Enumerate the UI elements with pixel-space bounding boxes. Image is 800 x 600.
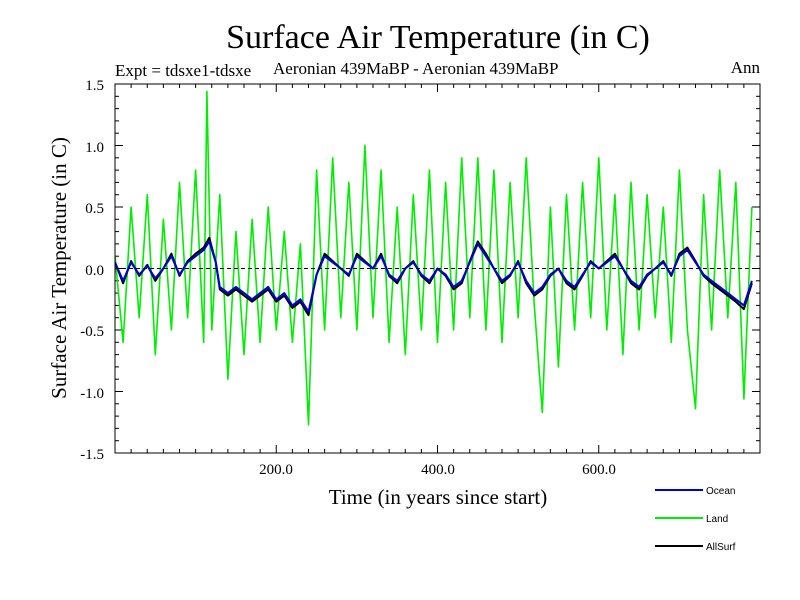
y-tick-label: 0.0 bbox=[85, 263, 104, 279]
chart-title: Surface Air Temperature (in C) bbox=[226, 19, 650, 56]
y-tick-label: 1.5 bbox=[85, 78, 104, 94]
season-label: Ann bbox=[731, 58, 761, 77]
x-tick-label: 200.0 bbox=[259, 462, 293, 478]
y-tick-label: -1.0 bbox=[80, 386, 104, 402]
y-tick-labels: 1.5 1.0 0.5 0.0 -0.5 -1.0 -1.5 bbox=[80, 78, 104, 463]
x-tick-label: 400.0 bbox=[421, 462, 455, 478]
plot-frame bbox=[114, 83, 761, 454]
series-line-ocean bbox=[115, 240, 753, 313]
series-layer bbox=[115, 90, 753, 426]
y-tick-label: 1.0 bbox=[85, 140, 104, 156]
series-line-land bbox=[115, 90, 753, 426]
legend: Ocean Land AllSurf bbox=[655, 486, 736, 553]
y-tick-label: -0.5 bbox=[80, 324, 104, 340]
legend-label-ocean: Ocean bbox=[706, 486, 735, 497]
legend-label-land: Land bbox=[706, 514, 728, 525]
x-tick-labels: 200.0 400.0 600.0 bbox=[259, 462, 616, 478]
y-axis-label: Surface Air Temperature (in C) bbox=[47, 137, 71, 399]
legend-label-allsurf: AllSurf bbox=[706, 542, 736, 553]
y-tick-label: -1.5 bbox=[80, 447, 104, 463]
expt-label: Expt = tdsxe1-tdsxe bbox=[115, 61, 251, 80]
x-tick-label: 600.0 bbox=[582, 462, 616, 478]
period-label: Aeronian 439MaBP - Aeronian 439MaBP bbox=[273, 59, 559, 78]
x-axis-label: Time (in years since start) bbox=[329, 485, 548, 509]
y-tick-label: 0.5 bbox=[85, 201, 104, 217]
